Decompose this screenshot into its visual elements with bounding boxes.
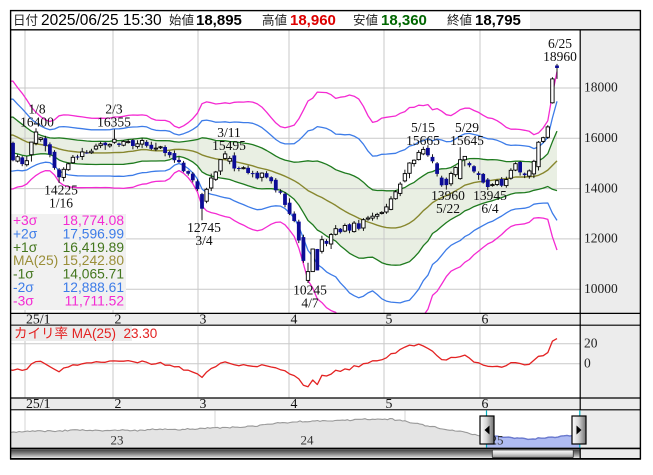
svg-text:0: 0 <box>584 356 591 371</box>
svg-text:12745: 12745 <box>187 220 221 235</box>
svg-text:15645: 15645 <box>450 133 484 148</box>
svg-text:18,960: 18,960 <box>290 12 336 29</box>
svg-text:高値: 高値 <box>262 13 287 28</box>
svg-text:24: 24 <box>301 432 315 447</box>
svg-text:25/1: 25/1 <box>26 311 51 326</box>
svg-text:12,888.61: 12,888.61 <box>63 280 124 295</box>
svg-text:6: 6 <box>482 311 489 326</box>
svg-text:3: 3 <box>200 396 207 411</box>
svg-text:2025/06/25 15:30: 2025/06/25 15:30 <box>41 12 162 29</box>
svg-text:5/22: 5/22 <box>436 201 460 216</box>
svg-text:-3σ: -3σ <box>13 293 34 308</box>
svg-text:10000: 10000 <box>584 281 618 296</box>
svg-text:14225: 14225 <box>44 183 78 198</box>
svg-text:18000: 18000 <box>584 80 618 95</box>
svg-text:16000: 16000 <box>584 130 618 145</box>
svg-text:カイリ率 MA(25) 23.30: カイリ率 MA(25) 23.30 <box>14 325 157 341</box>
svg-text:-2σ: -2σ <box>13 280 34 295</box>
svg-text:13945: 13945 <box>473 188 507 203</box>
svg-text:+1σ: +1σ <box>13 240 38 255</box>
svg-text:1/16: 1/16 <box>49 196 73 211</box>
svg-text:23: 23 <box>111 432 124 447</box>
svg-text:15665: 15665 <box>406 133 440 148</box>
svg-text:13960: 13960 <box>431 188 465 203</box>
svg-text:5/15: 5/15 <box>411 120 435 135</box>
svg-text:終値: 終値 <box>447 13 472 28</box>
svg-text:日付: 日付 <box>13 14 38 28</box>
svg-text:6/25: 6/25 <box>548 36 572 51</box>
svg-text:安値: 安値 <box>353 13 378 28</box>
svg-text:17,596.99: 17,596.99 <box>63 226 125 241</box>
svg-text:5/29: 5/29 <box>455 120 479 135</box>
svg-text:+3σ: +3σ <box>13 213 38 228</box>
svg-text:始値: 始値 <box>169 13 194 28</box>
svg-text:3/11: 3/11 <box>217 125 241 140</box>
svg-text:11,711.52: 11,711.52 <box>65 293 124 308</box>
svg-text:3: 3 <box>200 311 207 326</box>
svg-text:-1σ: -1σ <box>13 267 34 282</box>
svg-text:15,242.80: 15,242.80 <box>63 253 125 268</box>
svg-text:14,065.71: 14,065.71 <box>63 267 124 282</box>
svg-text:16355: 16355 <box>97 115 131 130</box>
svg-text:15495: 15495 <box>212 138 246 153</box>
svg-text:+2σ: +2σ <box>13 226 38 241</box>
svg-text:18,774.08: 18,774.08 <box>63 213 125 228</box>
svg-text:25/1: 25/1 <box>26 396 51 411</box>
svg-text:2/3: 2/3 <box>105 102 123 117</box>
svg-text:5: 5 <box>386 311 393 326</box>
svg-text:4: 4 <box>291 396 298 411</box>
svg-text:6: 6 <box>482 396 489 411</box>
svg-text:18,895: 18,895 <box>196 12 242 29</box>
svg-text:18,360: 18,360 <box>381 12 427 29</box>
svg-text:16400: 16400 <box>20 115 54 130</box>
svg-text:2: 2 <box>115 311 122 326</box>
svg-text:4: 4 <box>291 311 298 326</box>
svg-text:5: 5 <box>386 396 393 411</box>
svg-text:4/7: 4/7 <box>301 296 319 311</box>
svg-text:12000: 12000 <box>584 231 618 246</box>
svg-text:2: 2 <box>115 396 122 411</box>
svg-text:1/8: 1/8 <box>28 102 46 117</box>
svg-text:MA(25): MA(25) <box>13 253 58 268</box>
svg-text:18960: 18960 <box>543 49 577 64</box>
svg-text:6/4: 6/4 <box>481 201 499 216</box>
svg-text:16,419.89: 16,419.89 <box>63 240 125 255</box>
svg-text:20: 20 <box>584 336 598 351</box>
svg-text:14000: 14000 <box>584 180 618 195</box>
svg-text:10245: 10245 <box>293 283 327 298</box>
svg-text:18,795: 18,795 <box>475 12 521 29</box>
svg-text:3/4: 3/4 <box>195 233 213 248</box>
